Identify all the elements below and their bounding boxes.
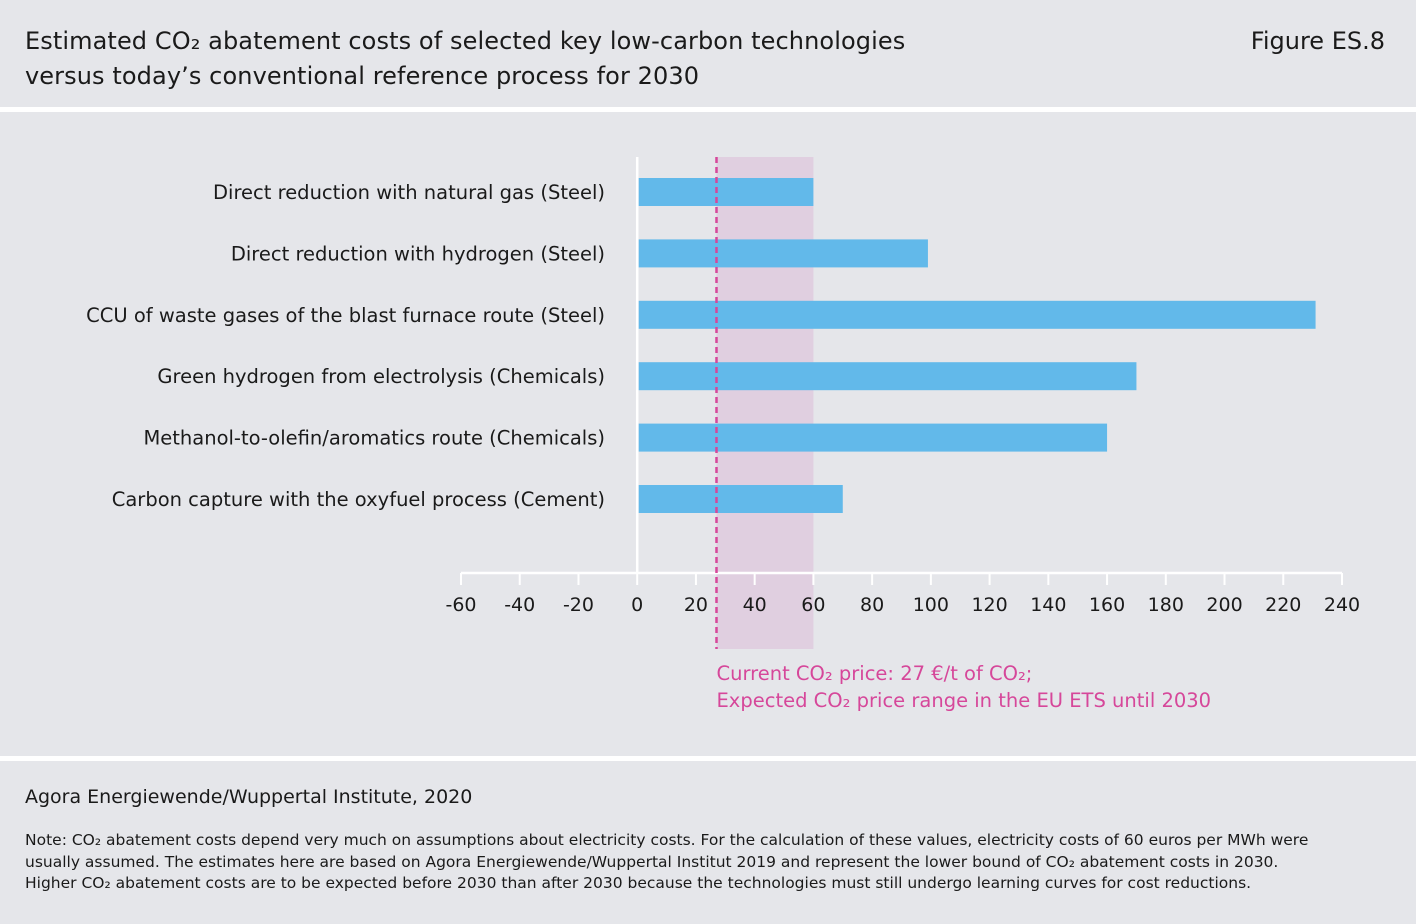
chart-title-line-1: Estimated CO₂ abatement costs of selecte… [25, 27, 906, 55]
footer-divider [0, 756, 1416, 761]
price-annotation-line-2: Expected CO₂ price range in the EU ETS u… [716, 689, 1211, 712]
bar-chart: -60 -40 -20 0 20 40 60 80 100 120 140 160 180 200 220 2… [86, 157, 1360, 712]
chart-area: -60 -40 -20 0 20 40 60 80 100 120 140 160 180 200 220 2… [0, 112, 1416, 756]
category-label-1: Direct reduction with natural gas (Steel… [213, 181, 605, 204]
bar-5 [638, 423, 1108, 452]
category-label-3: CCU of waste gases of the blast furnace … [86, 304, 605, 327]
x-tick-label-16: 240 [1324, 594, 1360, 616]
chart-title: Estimated CO₂ abatement costs of selecte… [25, 24, 1125, 94]
x-tick-label-9: 100 [913, 594, 949, 616]
bar-2 [638, 239, 928, 268]
x-tick-label-14: 200 [1206, 594, 1242, 616]
x-tick-label-11: 140 [1030, 594, 1066, 616]
x-tick-label-10: 120 [971, 594, 1007, 616]
category-label-6: Carbon capture with the oxyfuel process … [112, 488, 605, 511]
price-range-band [716, 157, 814, 649]
header-divider [0, 107, 1416, 112]
x-tick-label-3: -20 [563, 594, 594, 616]
source-credit: Agora Energiewende/Wuppertal Institute, … [25, 786, 473, 808]
x-tick-label-6: 40 [743, 594, 767, 616]
x-tick-label-12: 160 [1089, 594, 1125, 616]
footnote-line-2: usually assumed. The estimates here are … [25, 852, 1279, 871]
footnote: Note: CO₂ abatement costs depend very mu… [25, 830, 1395, 895]
bar-3 [638, 300, 1316, 329]
bar-6 [638, 485, 843, 513]
x-tick-label-15: 220 [1265, 594, 1301, 616]
x-tick-label-2: -40 [504, 594, 535, 616]
bar-4 [638, 362, 1137, 391]
figure-label: Figure ES.8 [1250, 27, 1385, 55]
footnote-line-1: Note: CO₂ abatement costs depend very mu… [25, 831, 1309, 849]
x-tick-label-8: 80 [860, 594, 884, 616]
x-tick-label-4: 0 [631, 594, 643, 616]
footnote-line-3: Higher CO₂ abatement costs are to be exp… [25, 874, 1252, 892]
price-annotation-line-1: Current CO₂ price: 27 €/t of CO₂; [716, 662, 1032, 685]
bar-1 [638, 178, 814, 206]
x-tick-label-5: 20 [684, 594, 708, 616]
category-label-2: Direct reduction with hydrogen (Steel) [231, 242, 605, 265]
chart-title-line-2: versus today’s conventional reference pr… [25, 62, 700, 90]
category-label-5: Methanol-to-olefin/aromatics route (Chem… [143, 427, 605, 450]
x-tick-label-13: 180 [1148, 594, 1184, 616]
figure-header: Estimated CO₂ abatement costs of selecte… [0, 0, 1416, 107]
x-tick-label-7: 60 [801, 594, 825, 616]
x-tick-label-1: -60 [445, 594, 476, 616]
category-label-4: Green hydrogen from electrolysis (Chemic… [157, 365, 605, 388]
